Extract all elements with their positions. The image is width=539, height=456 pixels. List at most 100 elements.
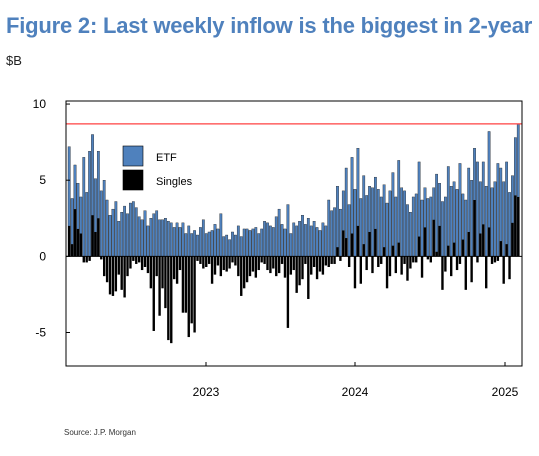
etf-bar bbox=[306, 218, 310, 257]
etf-bar bbox=[391, 172, 395, 257]
etf-bar bbox=[426, 198, 430, 257]
etf-bar bbox=[409, 212, 412, 257]
singles-bar bbox=[242, 256, 246, 289]
etf-bar bbox=[213, 224, 217, 257]
etf-bar bbox=[251, 228, 255, 257]
etf-bar bbox=[201, 219, 205, 257]
singles-bar bbox=[487, 227, 491, 257]
etf-bar bbox=[88, 151, 91, 257]
singles-bar bbox=[388, 256, 392, 277]
source-note: Source: J.P. Morgan bbox=[64, 428, 136, 437]
singles-bar bbox=[175, 256, 179, 284]
singles-bar bbox=[225, 256, 228, 272]
etf-bar bbox=[505, 161, 508, 257]
etf-bar bbox=[411, 196, 415, 257]
singles-bar bbox=[181, 256, 185, 313]
etf-bar bbox=[219, 213, 223, 257]
singles-bar bbox=[412, 256, 415, 263]
etf-bar bbox=[449, 186, 453, 257]
x-tick-label: 2023 bbox=[193, 385, 220, 399]
etf-bar bbox=[169, 222, 173, 257]
singles-bar bbox=[406, 256, 409, 281]
legend-singles-label: Singles bbox=[156, 176, 193, 188]
singles-bar bbox=[353, 256, 357, 289]
singles-bar bbox=[333, 256, 336, 264]
singles-bar bbox=[350, 233, 354, 257]
singles-bar bbox=[161, 256, 164, 289]
singles-bar bbox=[164, 256, 167, 309]
etf-bar bbox=[312, 221, 316, 257]
etf-bar bbox=[155, 210, 159, 257]
singles-bar bbox=[123, 256, 126, 298]
singles-bar bbox=[170, 256, 173, 344]
singles-bar bbox=[318, 256, 322, 272]
etf-bar bbox=[333, 207, 336, 257]
singles-bar bbox=[289, 256, 293, 275]
singles-bar bbox=[450, 256, 453, 277]
singles-bar bbox=[435, 251, 438, 257]
singles-bar bbox=[231, 256, 234, 263]
singles-bar bbox=[117, 256, 120, 275]
singles-bar bbox=[269, 256, 272, 274]
singles-bar bbox=[216, 256, 220, 266]
legend-singles-swatch bbox=[122, 169, 144, 191]
etf-bar bbox=[318, 230, 322, 257]
etf-bar bbox=[196, 234, 199, 257]
etf-bar bbox=[152, 213, 156, 257]
etf-bar bbox=[324, 225, 328, 257]
singles-bar bbox=[321, 256, 325, 275]
singles-bar bbox=[455, 256, 459, 271]
etf-bar bbox=[269, 225, 272, 257]
singles-bar bbox=[193, 256, 196, 333]
singles-bar bbox=[210, 256, 214, 284]
singles-bar bbox=[219, 256, 223, 277]
etf-bar bbox=[458, 163, 462, 257]
etf-bar bbox=[359, 198, 363, 257]
y-tick-label: 0 bbox=[39, 249, 46, 263]
etf-bar bbox=[508, 192, 511, 257]
etf-bar bbox=[280, 224, 284, 257]
singles-bar bbox=[82, 256, 85, 263]
singles-bar bbox=[339, 256, 342, 261]
singles-bar bbox=[391, 245, 395, 257]
singles-bar bbox=[347, 256, 351, 267]
etf-bar bbox=[330, 210, 334, 257]
singles-bar bbox=[307, 256, 310, 299]
etf-bar bbox=[476, 161, 479, 257]
singles-bar bbox=[76, 228, 80, 257]
singles-bar bbox=[187, 256, 190, 338]
singles-bar bbox=[301, 256, 304, 280]
singles-bar bbox=[205, 256, 208, 267]
etf-bar bbox=[365, 195, 369, 257]
etf-bar bbox=[441, 201, 444, 257]
singles-bar bbox=[251, 256, 255, 272]
singles-bar bbox=[283, 256, 287, 278]
singles-bar bbox=[91, 215, 94, 257]
etf-bar bbox=[429, 196, 433, 257]
etf-bar bbox=[175, 222, 179, 257]
etf-bar bbox=[502, 181, 506, 257]
etf-bar bbox=[490, 187, 494, 257]
etf-bar bbox=[379, 196, 383, 257]
singles-bar bbox=[417, 236, 421, 257]
singles-bar bbox=[496, 256, 500, 261]
singles-bars bbox=[68, 195, 520, 344]
singles-bar bbox=[511, 222, 514, 257]
etf-bar bbox=[114, 201, 118, 257]
singles-bar bbox=[447, 245, 450, 257]
etf-bar bbox=[336, 186, 339, 257]
etf-bar bbox=[248, 230, 252, 257]
singles-bar bbox=[132, 256, 135, 261]
singles-bar bbox=[409, 256, 412, 269]
etf-bar bbox=[376, 189, 380, 257]
singles-bar bbox=[100, 256, 103, 260]
singles-bar bbox=[426, 256, 430, 260]
singles-bar bbox=[327, 256, 330, 267]
etf-bar bbox=[123, 205, 126, 257]
etf-bar bbox=[298, 221, 301, 257]
etf-bar bbox=[126, 213, 129, 257]
singles-bar bbox=[190, 256, 193, 324]
singles-bar bbox=[336, 247, 339, 257]
singles-bar bbox=[403, 256, 406, 264]
